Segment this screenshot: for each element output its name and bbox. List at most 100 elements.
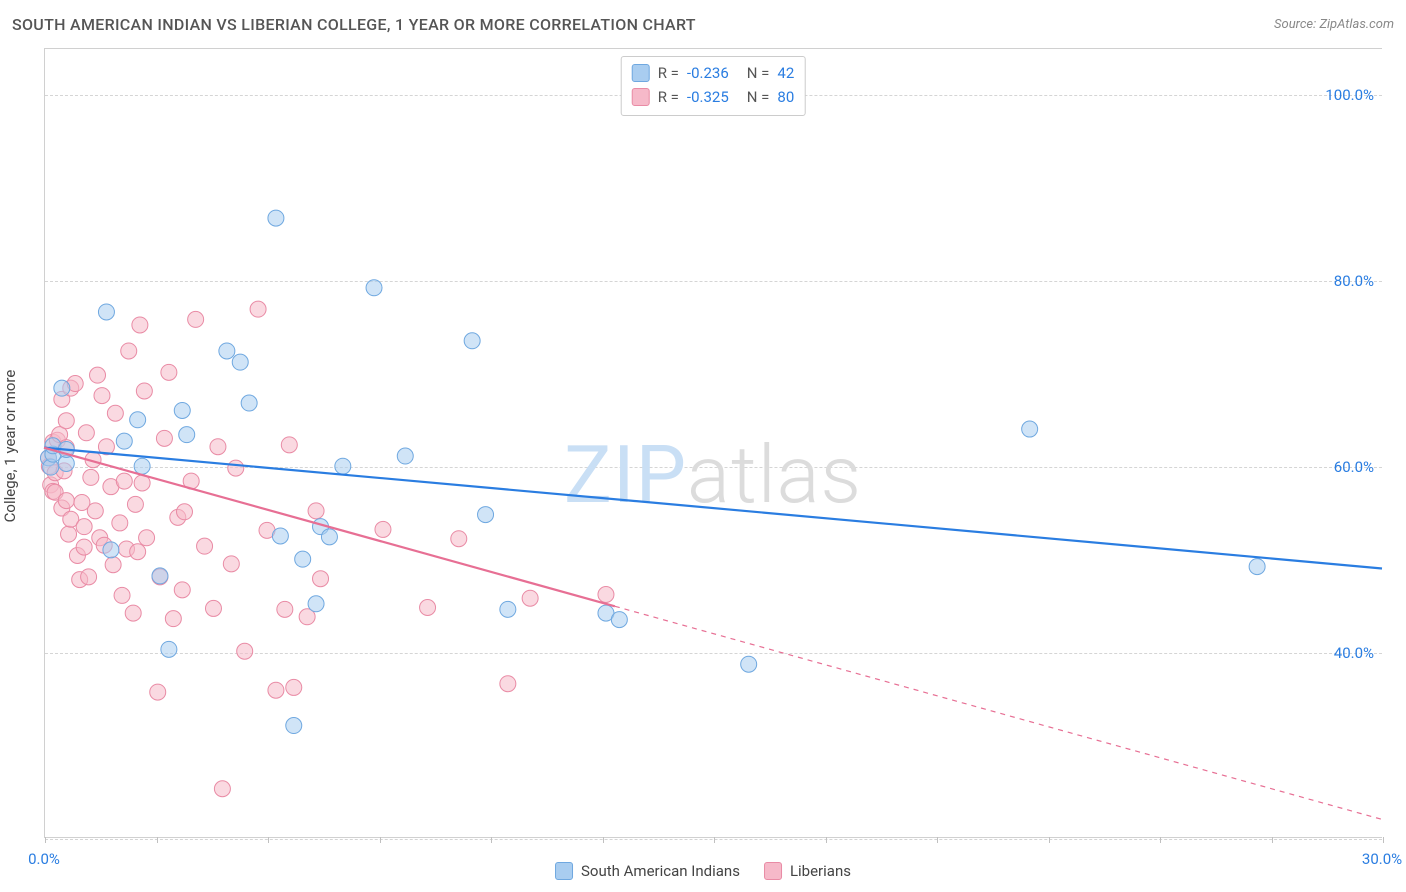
data-point <box>114 587 130 603</box>
stat-n-label: N = <box>747 85 770 109</box>
legend-item: Liberians <box>764 862 851 880</box>
data-point <box>161 364 177 380</box>
data-point <box>103 542 119 558</box>
data-point <box>90 367 106 383</box>
data-point <box>210 439 226 455</box>
data-point <box>420 600 436 616</box>
data-point <box>150 684 166 700</box>
stats-legend-row: R = -0.325 N = 80 <box>632 85 795 109</box>
data-point <box>161 641 177 657</box>
data-point <box>121 343 137 359</box>
legend-swatch <box>632 64 650 82</box>
legend-item: South American Indians <box>555 862 740 880</box>
stat-n-label: N = <box>747 61 770 85</box>
series-legend: South American Indians Liberians <box>555 848 851 892</box>
data-point <box>281 437 297 453</box>
stat-r-label: R = <box>658 61 679 85</box>
data-point <box>321 529 337 545</box>
data-point <box>116 473 132 489</box>
source-attribution: Source: ZipAtlas.com <box>1274 17 1394 32</box>
data-point <box>105 557 121 573</box>
data-point <box>1022 421 1038 437</box>
data-point <box>268 210 284 226</box>
data-point <box>250 301 266 317</box>
data-point <box>58 493 74 509</box>
data-point <box>94 388 110 404</box>
stats-legend-box: R = -0.236 N = 42 R = -0.325 N = 80 <box>621 56 806 116</box>
data-point <box>397 448 413 464</box>
data-point <box>174 402 190 418</box>
data-point <box>366 280 382 296</box>
data-point <box>286 718 302 734</box>
stats-legend-row: R = -0.236 N = 42 <box>632 61 795 85</box>
data-point <box>98 304 114 320</box>
data-point <box>308 596 324 612</box>
stat-n-value: 80 <box>777 85 794 109</box>
data-point <box>237 643 253 659</box>
data-point <box>176 504 192 520</box>
data-point <box>156 430 172 446</box>
data-point <box>313 571 329 587</box>
legend-label: South American Indians <box>581 862 740 880</box>
data-point <box>54 380 70 396</box>
legend-swatch <box>555 862 573 880</box>
data-point <box>464 333 480 349</box>
data-point <box>116 433 132 449</box>
data-point <box>132 317 148 333</box>
data-point <box>500 676 516 692</box>
chart-title: SOUTH AMERICAN INDIAN VS LIBERIAN COLLEG… <box>12 15 696 34</box>
data-point <box>61 526 77 542</box>
x-tick <box>1383 837 1384 843</box>
data-point <box>81 569 97 585</box>
x-tick-label: 0.0% <box>28 850 60 868</box>
chart-area: 40.0%60.0%80.0%100.0% ZIPatlas R = -0.23… <box>44 48 1382 838</box>
source-link[interactable]: ZipAtlas.com <box>1319 17 1394 32</box>
data-point <box>335 458 351 474</box>
data-point <box>125 605 141 621</box>
data-point <box>232 354 248 370</box>
data-point <box>451 531 467 547</box>
data-point <box>478 507 494 523</box>
data-point <box>76 519 92 535</box>
trend-line <box>44 448 1382 569</box>
data-point <box>127 496 143 512</box>
stat-r-label: R = <box>658 85 679 109</box>
data-point <box>522 590 538 606</box>
data-point <box>139 530 155 546</box>
data-point <box>611 612 627 628</box>
data-point <box>152 568 168 584</box>
data-point <box>188 311 204 327</box>
stat-r-value: -0.325 <box>687 85 729 109</box>
data-point <box>174 582 190 598</box>
data-point <box>107 405 123 421</box>
data-point <box>268 682 284 698</box>
data-point <box>136 383 152 399</box>
data-point <box>165 611 181 627</box>
stat-r-value: -0.236 <box>687 61 729 85</box>
data-point <box>741 656 757 672</box>
legend-swatch <box>632 88 650 106</box>
data-point <box>58 413 74 429</box>
x-tick-label: 30.0% <box>1362 850 1402 868</box>
data-point <box>295 551 311 567</box>
legend-label: Liberians <box>790 862 851 880</box>
data-point <box>308 503 324 519</box>
data-point <box>241 395 257 411</box>
data-point <box>205 600 221 616</box>
data-point <box>277 601 293 617</box>
data-point <box>375 521 391 537</box>
data-point <box>223 556 239 572</box>
data-point <box>214 781 230 797</box>
data-point <box>500 601 516 617</box>
y-axis-label: College, 1 year or more <box>1 370 19 523</box>
data-point <box>134 458 150 474</box>
stat-n-value: 42 <box>777 61 794 85</box>
data-point <box>1249 559 1265 575</box>
data-point <box>286 679 302 695</box>
trend-line <box>44 448 615 607</box>
data-point <box>272 528 288 544</box>
data-point <box>228 460 244 476</box>
data-point <box>112 515 128 531</box>
data-point <box>219 343 235 359</box>
trend-line-extrapolated <box>615 606 1382 819</box>
